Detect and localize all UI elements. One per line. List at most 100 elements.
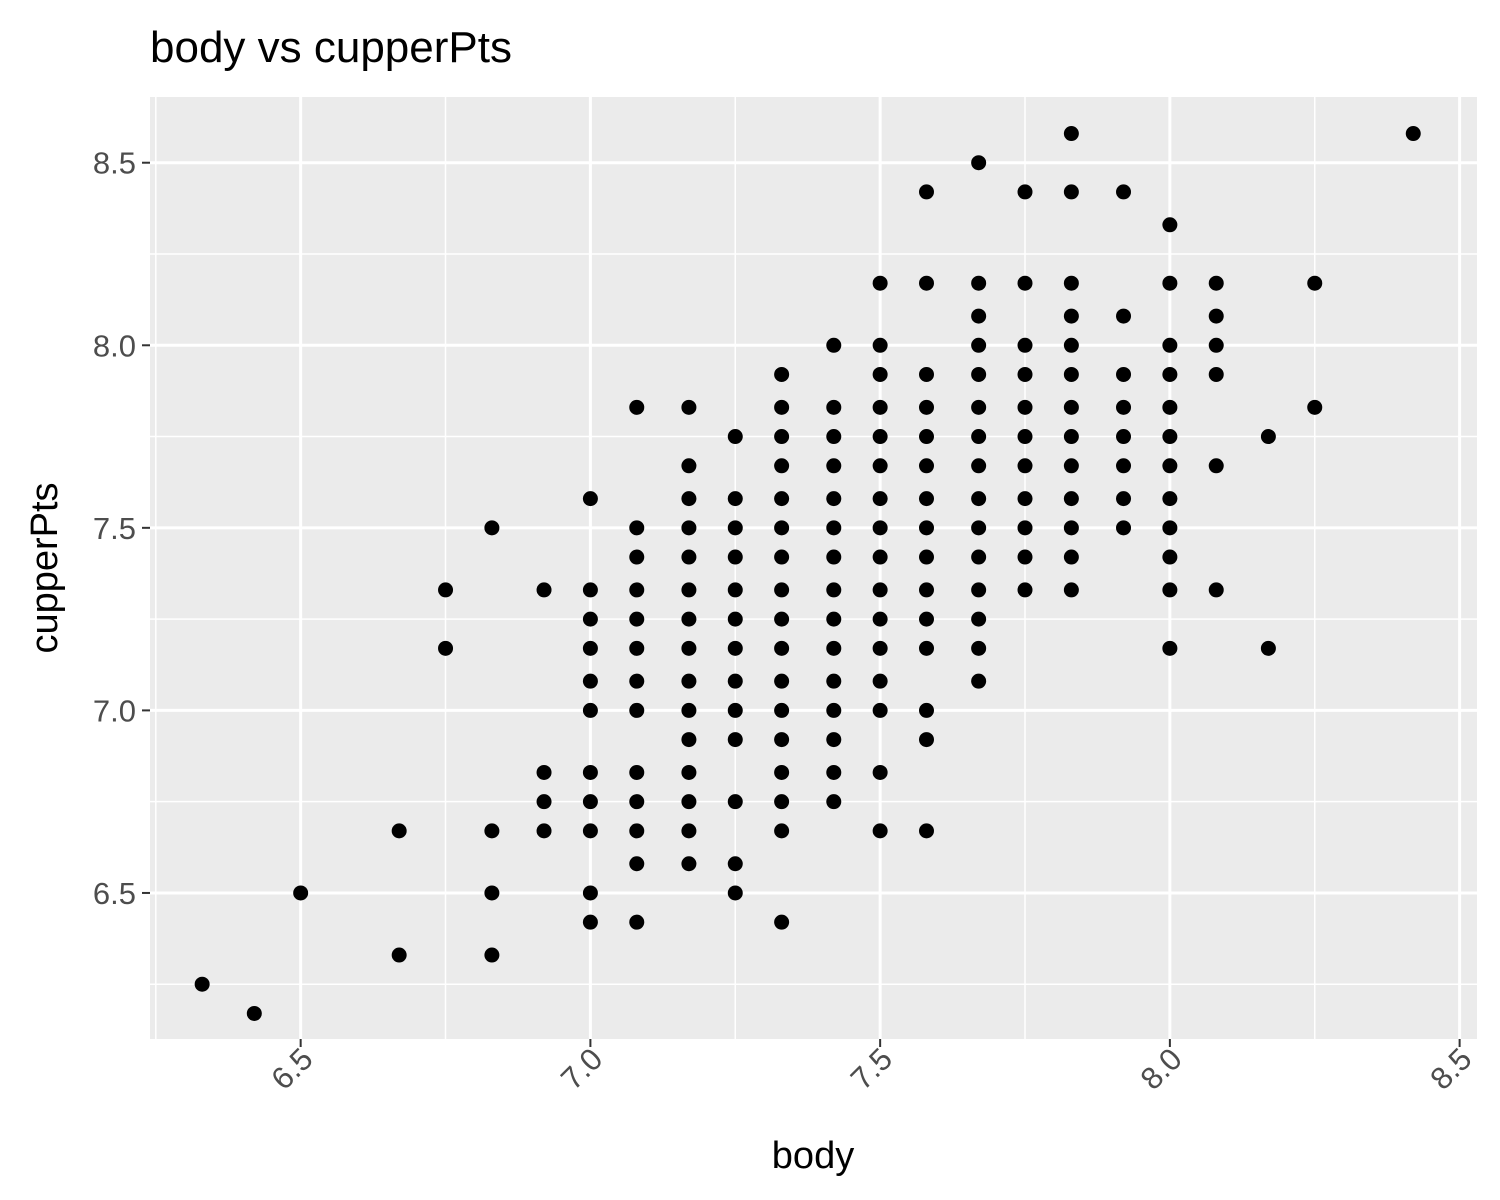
data-point [582, 885, 598, 901]
data-point [536, 764, 552, 780]
data-point [582, 611, 598, 627]
data-point [1307, 399, 1323, 415]
data-point [971, 429, 987, 445]
data-point [582, 582, 598, 598]
data-point [727, 673, 743, 689]
data-point [194, 976, 210, 992]
data-point [971, 337, 987, 353]
data-point [774, 611, 790, 627]
data-point [918, 399, 934, 415]
data-point [629, 794, 645, 810]
data-point [826, 520, 842, 536]
data-point [918, 582, 934, 598]
data-point [826, 429, 842, 445]
data-point [1116, 458, 1132, 474]
data-point [629, 640, 645, 656]
y-tick-label: 6.5 [93, 876, 136, 911]
data-point [629, 823, 645, 839]
data-point [1208, 275, 1224, 291]
data-point [681, 794, 697, 810]
data-point [582, 491, 598, 507]
data-point [971, 611, 987, 627]
data-point [826, 337, 842, 353]
data-point [872, 702, 888, 718]
data-point [1162, 549, 1178, 565]
data-point [582, 673, 598, 689]
data-point [484, 885, 500, 901]
data-point [438, 582, 454, 598]
data-point [872, 582, 888, 598]
data-point [1063, 520, 1079, 536]
data-point [774, 429, 790, 445]
data-point [971, 275, 987, 291]
data-point [971, 673, 987, 689]
data-point [536, 794, 552, 810]
data-point [1063, 491, 1079, 507]
data-point [246, 1005, 262, 1021]
data-point [774, 914, 790, 930]
data-point [1063, 308, 1079, 324]
data-point [1162, 520, 1178, 536]
y-tick-label: 8.5 [93, 146, 136, 181]
data-point [774, 549, 790, 565]
data-point [391, 947, 407, 963]
data-point [681, 640, 697, 656]
data-point [1405, 126, 1421, 142]
data-point [629, 764, 645, 780]
data-point [681, 458, 697, 474]
data-point [1116, 491, 1132, 507]
y-axis-title: cupperPts [24, 482, 66, 653]
data-point [727, 885, 743, 901]
data-point [681, 549, 697, 565]
data-point [918, 702, 934, 718]
data-points [194, 126, 1421, 1021]
data-point [681, 764, 697, 780]
data-point [971, 308, 987, 324]
data-point [872, 520, 888, 536]
data-point [1162, 458, 1178, 474]
data-point [872, 611, 888, 627]
data-point [1017, 458, 1033, 474]
data-point [774, 458, 790, 474]
data-point [1116, 520, 1132, 536]
data-point [918, 458, 934, 474]
data-point [582, 702, 598, 718]
data-point [727, 611, 743, 627]
data-point [826, 732, 842, 748]
data-point [826, 582, 842, 598]
data-point [1208, 366, 1224, 382]
data-point [727, 520, 743, 536]
data-point [629, 611, 645, 627]
data-point [727, 640, 743, 656]
data-point [629, 673, 645, 689]
data-point [681, 823, 697, 839]
data-point [872, 491, 888, 507]
data-point [826, 673, 842, 689]
data-point [536, 823, 552, 839]
data-point [727, 794, 743, 810]
data-point [629, 399, 645, 415]
data-point [1307, 275, 1323, 291]
data-point [1208, 582, 1224, 598]
data-point [774, 366, 790, 382]
data-point [681, 399, 697, 415]
data-point [826, 640, 842, 656]
data-point [1162, 337, 1178, 353]
data-point [774, 764, 790, 780]
data-point [918, 823, 934, 839]
data-point [872, 458, 888, 474]
data-point [971, 520, 987, 536]
data-point [918, 549, 934, 565]
data-point [681, 673, 697, 689]
data-point [1017, 491, 1033, 507]
data-point [826, 702, 842, 718]
data-point [727, 702, 743, 718]
data-point [1017, 184, 1033, 200]
data-point [1017, 549, 1033, 565]
data-point [1063, 582, 1079, 598]
data-point [1162, 491, 1178, 507]
data-point [1017, 337, 1033, 353]
data-point [293, 885, 309, 901]
data-point [484, 823, 500, 839]
